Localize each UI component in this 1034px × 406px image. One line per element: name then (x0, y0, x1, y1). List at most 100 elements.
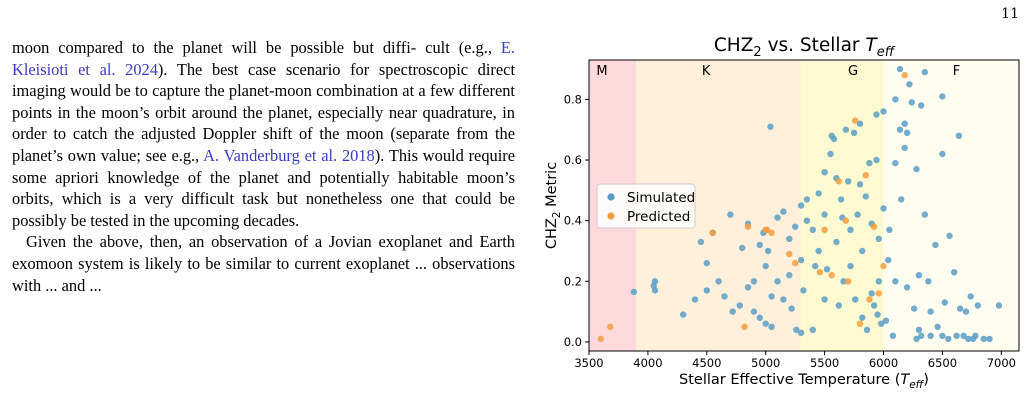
legend-marker-simulated (607, 193, 615, 201)
y-tick-label: 0.0 (564, 335, 582, 349)
data-point-predicted (875, 290, 882, 297)
x-tick-label: 5500 (810, 356, 839, 370)
data-point-simulated (878, 320, 885, 327)
x-tick-label: 4500 (692, 356, 721, 370)
data-point-predicted (862, 172, 869, 179)
data-point-simulated (803, 217, 811, 224)
data-point-simulated (939, 150, 946, 158)
data-point-simulated (786, 235, 793, 242)
data-point-simulated (953, 332, 960, 339)
data-point-simulated (815, 247, 822, 255)
data-point-simulated (768, 323, 775, 330)
data-point-simulated (744, 284, 752, 291)
data-point-simulated (703, 259, 710, 267)
y-axis-label: CHZ2 Metric (544, 162, 563, 249)
data-point-simulated (941, 299, 948, 306)
data-point-simulated (847, 262, 854, 270)
data-point-simulated (995, 302, 1003, 309)
data-point-simulated (956, 305, 964, 312)
region-label-f: F (953, 64, 960, 79)
data-point-simulated (892, 159, 899, 167)
data-point-predicted (709, 229, 716, 236)
region-band-f (883, 60, 1019, 351)
data-point-simulated (847, 226, 854, 233)
data-point-simulated (946, 232, 953, 239)
data-point-predicted (842, 217, 849, 224)
y-tick-label: 0.2 (564, 274, 582, 288)
legend-label-predicted: Predicted (627, 209, 690, 225)
data-point-simulated (823, 266, 831, 273)
x-tick-label: 4000 (633, 356, 662, 370)
data-point-simulated (856, 120, 864, 127)
y-tick-label: 0.6 (564, 153, 582, 167)
data-point-simulated (680, 311, 687, 318)
data-point-simulated (868, 290, 875, 297)
data-point-simulated (965, 335, 972, 343)
data-point-simulated (898, 196, 905, 203)
data-point-predicted (768, 229, 775, 236)
text-span: ). The best case scenario for spectrosco… (12, 59, 515, 165)
data-point-simulated (780, 208, 787, 215)
data-point-simulated (797, 329, 805, 336)
paragraph: Given the above, then, an observation of… (12, 231, 515, 296)
citation-link[interactable]: A. Vanderburg et al. 2018 (203, 145, 375, 165)
data-point-simulated (859, 247, 866, 255)
data-point-simulated (812, 262, 819, 270)
data-point-simulated (880, 108, 887, 115)
data-point-simulated (873, 156, 880, 164)
data-point-simulated (854, 211, 861, 218)
data-point-simulated (793, 326, 800, 333)
data-point-simulated (921, 211, 928, 218)
data-point-predicted (901, 72, 908, 79)
data-point-simulated (866, 159, 873, 167)
data-point-simulated (762, 320, 769, 327)
data-point-simulated (691, 296, 699, 303)
data-point-simulated (934, 323, 941, 330)
data-point-simulated (906, 81, 913, 88)
data-point-simulated (856, 181, 864, 188)
text-span: moon compared to the planet will be poss… (12, 38, 501, 57)
legend-label-simulated: Simulated (627, 190, 695, 206)
data-point-simulated (939, 332, 946, 339)
data-point-predicted (821, 226, 828, 233)
data-point-simulated (882, 317, 890, 324)
data-point-simulated (972, 332, 979, 339)
body-text: moon compared to the planet will be poss… (12, 37, 515, 296)
data-point-predicted (852, 117, 859, 124)
data-point-simulated (833, 238, 840, 246)
data-point-simulated (863, 326, 871, 333)
data-point-simulated (842, 126, 849, 133)
data-point-simulated (901, 144, 908, 152)
data-point-simulated (739, 244, 746, 252)
data-point-predicted (741, 323, 748, 330)
data-point-predicted (744, 223, 752, 230)
region-label-g: G (848, 64, 858, 79)
citation-link[interactable]: E. Kleisioti et al. 2024 (12, 38, 515, 79)
data-point-simulated (756, 241, 763, 249)
data-point-simulated (892, 278, 899, 285)
data-point-simulated (896, 65, 904, 73)
data-point-simulated (986, 335, 993, 343)
data-point-predicted (866, 296, 873, 303)
data-point-simulated (925, 278, 932, 285)
data-point-simulated (945, 335, 952, 343)
data-point-simulated (835, 302, 842, 309)
chart-title: CHZ2 vs. Stellar Teff (714, 35, 896, 60)
data-point-simulated (651, 287, 659, 294)
region-label-k: K (702, 64, 711, 79)
data-point-simulated (862, 193, 869, 200)
region-label-m: M (596, 64, 607, 79)
data-point-predicted (607, 323, 614, 330)
plot-frame (588, 59, 1020, 352)
data-point-predicted (786, 250, 793, 258)
data-point-predicted (597, 335, 604, 343)
data-point-simulated (918, 332, 925, 339)
data-point-simulated (875, 278, 882, 285)
data-point-simulated (630, 288, 637, 296)
data-point-simulated (697, 238, 705, 246)
y-tick-label: 0.8 (564, 92, 582, 106)
data-point-simulated (821, 169, 828, 176)
data-point-simulated (803, 196, 811, 203)
data-point-simulated (721, 293, 728, 300)
legend-box (596, 183, 696, 229)
